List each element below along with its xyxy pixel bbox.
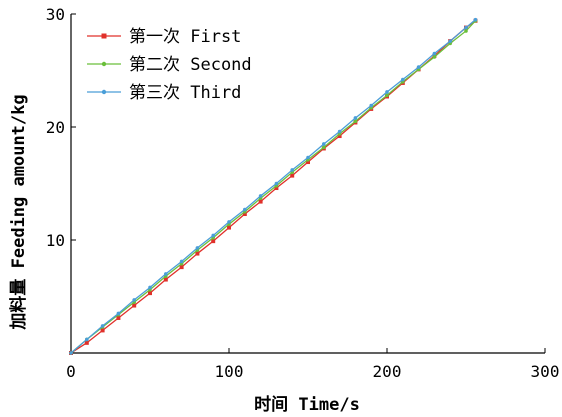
y-tick-label: 30 xyxy=(46,5,65,24)
series-1-point xyxy=(148,291,152,296)
series-2-point xyxy=(353,119,358,124)
series-1-point xyxy=(274,186,279,191)
series-1-point xyxy=(132,303,137,308)
series-2-point xyxy=(432,55,437,59)
series-3-point xyxy=(85,337,89,342)
x-axis-label: 时间 Time/s xyxy=(254,394,360,415)
series-3-point xyxy=(401,77,405,82)
series-3-point xyxy=(164,272,168,276)
series-3-point xyxy=(464,25,468,30)
series-1-point xyxy=(195,251,200,256)
series-3-point xyxy=(416,65,421,69)
series-3-point xyxy=(227,220,231,224)
series-3-point xyxy=(195,246,200,250)
series-3-point xyxy=(258,194,263,198)
series-2-point xyxy=(464,29,468,33)
legend-label: 第一次 First xyxy=(129,27,241,47)
series-3-point xyxy=(369,103,374,108)
series-2-point xyxy=(322,145,326,150)
series-3-point xyxy=(290,168,295,172)
series-1-point xyxy=(306,160,310,165)
series-3-point xyxy=(353,116,358,120)
series-3-point xyxy=(385,90,389,94)
series-1-point xyxy=(227,225,231,230)
series-1-point xyxy=(242,212,247,217)
legend-label: 第三次 Third xyxy=(129,83,241,103)
legend-swatch-marker xyxy=(101,61,107,67)
series-1-point xyxy=(100,328,105,333)
series-3-point xyxy=(322,142,326,146)
legend-swatch-marker xyxy=(101,89,107,95)
series-1-point xyxy=(211,239,216,244)
series-3 xyxy=(69,17,478,355)
series-3-point xyxy=(100,324,105,328)
legend-item: 第三次 Third xyxy=(87,83,241,103)
legend-item: 第一次 First xyxy=(87,27,241,47)
x-tick-label: 0 xyxy=(66,362,76,381)
series-1-point xyxy=(337,134,342,139)
series-3-point xyxy=(448,39,453,43)
x-tick-label: 200 xyxy=(373,362,402,381)
series-3-point xyxy=(132,298,136,302)
series-3-point xyxy=(274,181,279,186)
y-tick-label: 20 xyxy=(46,118,65,137)
series-3-point xyxy=(116,311,121,316)
series-1-point xyxy=(290,173,295,178)
series-1-point xyxy=(163,277,168,282)
x-tick-label: 100 xyxy=(215,362,244,381)
axes: 0 100 200 300 10 20 30 xyxy=(46,5,560,381)
series-3-point xyxy=(69,351,73,355)
y-axis-label: 加料量 Feeding amount/kg xyxy=(8,94,29,330)
series-3-point xyxy=(306,155,310,160)
series-1-point xyxy=(116,315,121,320)
series-3-point xyxy=(179,259,184,264)
series-1-point xyxy=(84,340,89,345)
series-3-point xyxy=(211,233,215,238)
legend-label: 第二次 Second xyxy=(129,55,252,75)
series-3-point xyxy=(337,129,342,134)
x-tick-label: 300 xyxy=(531,362,560,381)
legend: 第一次 First 第二次 Second 第三次 Third xyxy=(87,27,252,103)
legend-item: 第二次 Second xyxy=(87,55,252,75)
series-3-point xyxy=(473,17,478,22)
series-3-point xyxy=(148,285,152,290)
legend-swatch-marker xyxy=(101,33,107,39)
series-1-point xyxy=(258,199,263,204)
series-3-point xyxy=(243,207,247,212)
series-layer xyxy=(69,17,478,355)
series-1-point xyxy=(179,265,184,270)
series-3-point xyxy=(432,51,437,56)
series-2-point xyxy=(385,93,389,98)
y-tick-label: 10 xyxy=(46,231,65,250)
